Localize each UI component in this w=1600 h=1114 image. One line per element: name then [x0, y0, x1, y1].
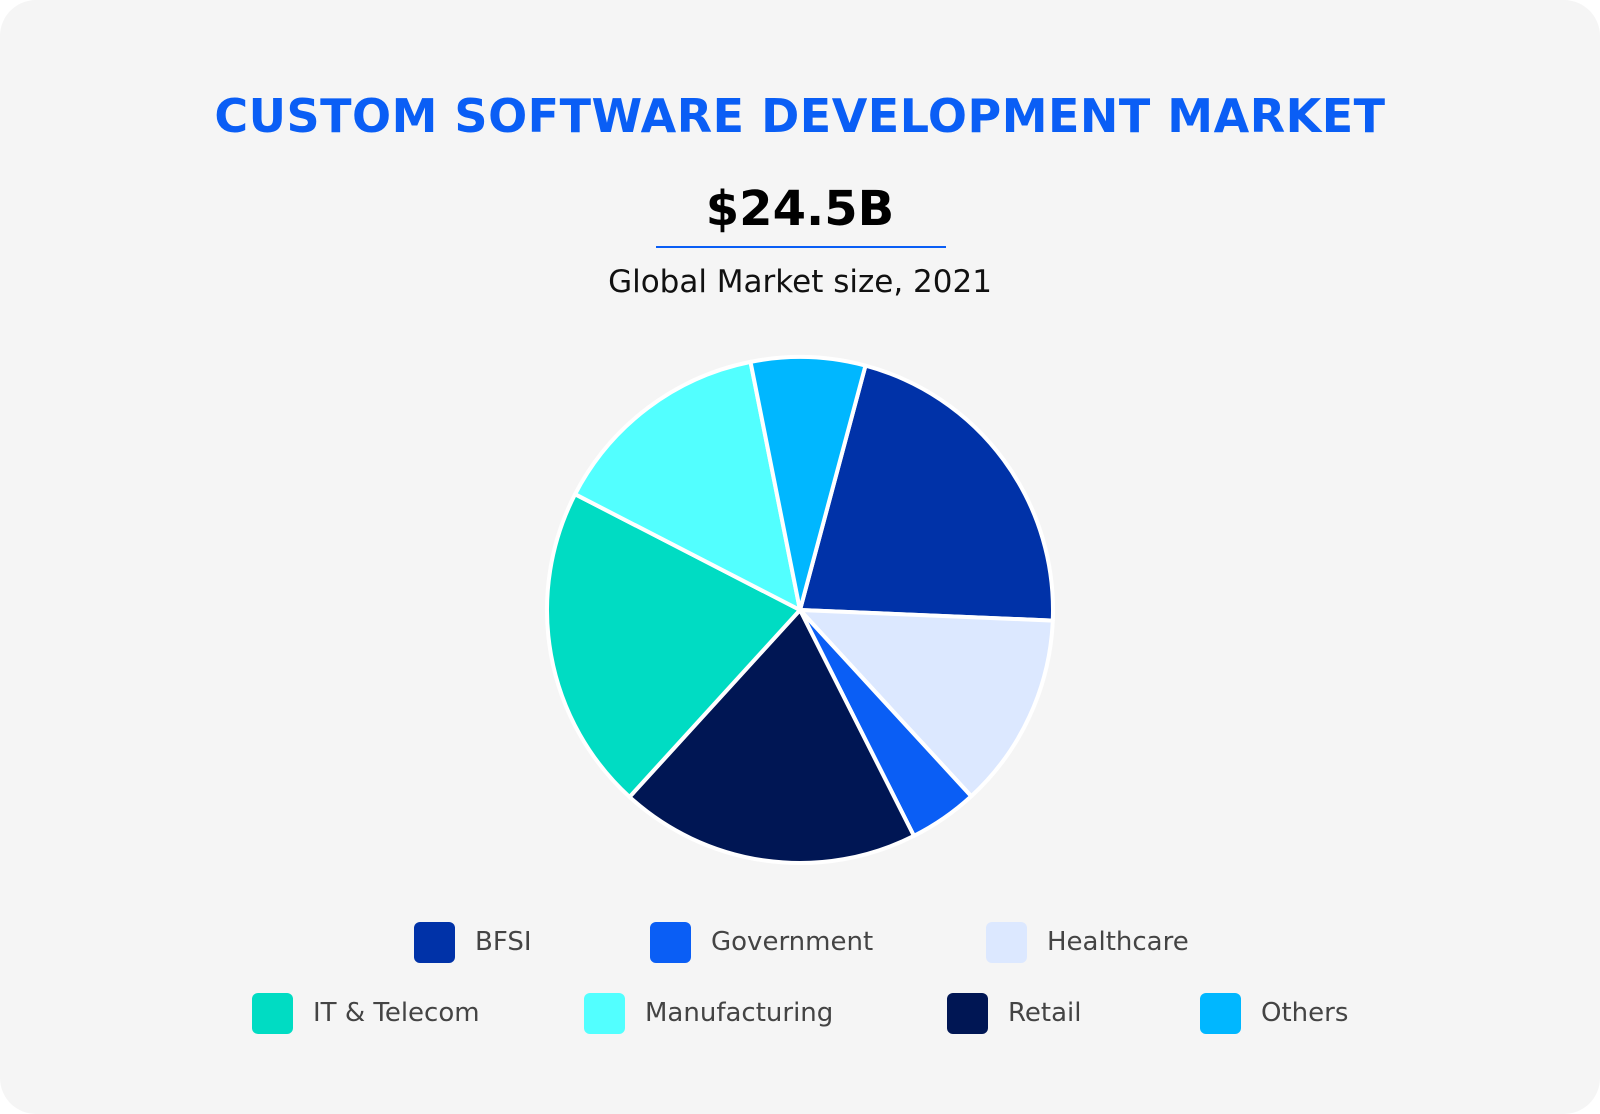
legend-swatch	[986, 921, 1027, 963]
pie-slices	[545, 355, 1055, 865]
legend-label: Others	[1261, 998, 1349, 1028]
legend-label: Government	[711, 927, 874, 957]
legend-item-retail: Retail	[947, 992, 1081, 1034]
legend-swatch	[1200, 992, 1241, 1034]
market-size-value: $24.5B	[705, 181, 895, 237]
value-underline	[656, 246, 946, 248]
legend-item-healthcare: Healthcare	[986, 921, 1189, 963]
pie-slice-it-telecom	[545, 492, 802, 799]
legend-swatch	[650, 921, 691, 963]
legend-swatch	[947, 992, 988, 1034]
legend-swatch	[584, 992, 625, 1034]
legend-swatch	[252, 992, 293, 1034]
legend-label: BFSI	[475, 927, 532, 957]
legend-item-manufacturing: Manufacturing	[584, 992, 833, 1034]
pie-slice-healthcare	[798, 608, 1055, 799]
market-size-caption: Global Market size, 2021	[608, 264, 992, 300]
legend-label: IT & Telecom	[313, 998, 480, 1028]
pie-slice-manufacturing	[573, 359, 802, 612]
legend-item-it-telecom: IT & Telecom	[252, 992, 480, 1034]
legend-item-others: Others	[1200, 992, 1348, 1034]
legend-item-government: Government	[650, 921, 873, 963]
legend-item-bfsi: BFSI	[414, 921, 532, 963]
legend-swatch	[414, 921, 455, 963]
legend-label: Healthcare	[1047, 927, 1189, 957]
legend-label: Manufacturing	[645, 998, 834, 1028]
legend-label: Retail	[1008, 998, 1082, 1028]
pie-slice-others	[748, 355, 868, 612]
page-title: CUSTOM SOFTWARE DEVELOPMENT MARKET	[214, 89, 1386, 143]
pie-slice-retail	[627, 608, 916, 865]
pie-slice-bfsi	[798, 363, 1055, 623]
